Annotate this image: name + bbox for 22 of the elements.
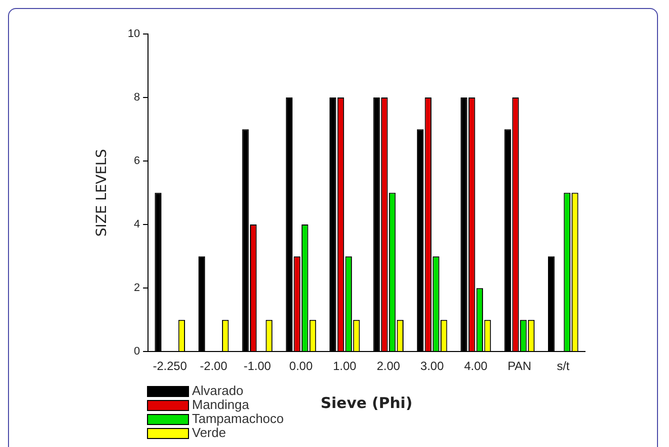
x-tick-label: PAN <box>508 359 532 374</box>
y-tick-label: 4 <box>134 218 140 231</box>
x-tick-label: 0.00 <box>289 359 313 374</box>
y-tick-label: 8 <box>134 92 140 104</box>
legend-label: Mandinga <box>192 397 250 412</box>
x-tick-label: -1.00 <box>244 359 272 374</box>
y-tick-label: 0 <box>134 346 140 358</box>
x-tick-label: 3.00 <box>420 359 444 374</box>
x-tick-label: s/t <box>556 359 570 374</box>
y-tick-label: 10 <box>128 28 140 40</box>
x-tick-label: 4.00 <box>464 359 488 374</box>
legend-label: Verde <box>192 425 226 440</box>
x-tick-label: -2.00 <box>200 359 228 374</box>
y-tick-label: 2 <box>134 282 140 294</box>
legend-label: Tampamachoco <box>192 411 284 426</box>
y-tick-label: 6 <box>134 155 140 168</box>
x-axis-title: Sieve (Phi) <box>320 394 412 412</box>
x-tick-label: 2.00 <box>376 359 400 374</box>
legend-label: Alvarado <box>192 383 244 398</box>
x-tick-label: -2.250 <box>152 359 188 374</box>
x-tick-label: 1.00 <box>332 359 357 374</box>
y-axis-title: SIZE LEVELS <box>94 148 110 237</box>
